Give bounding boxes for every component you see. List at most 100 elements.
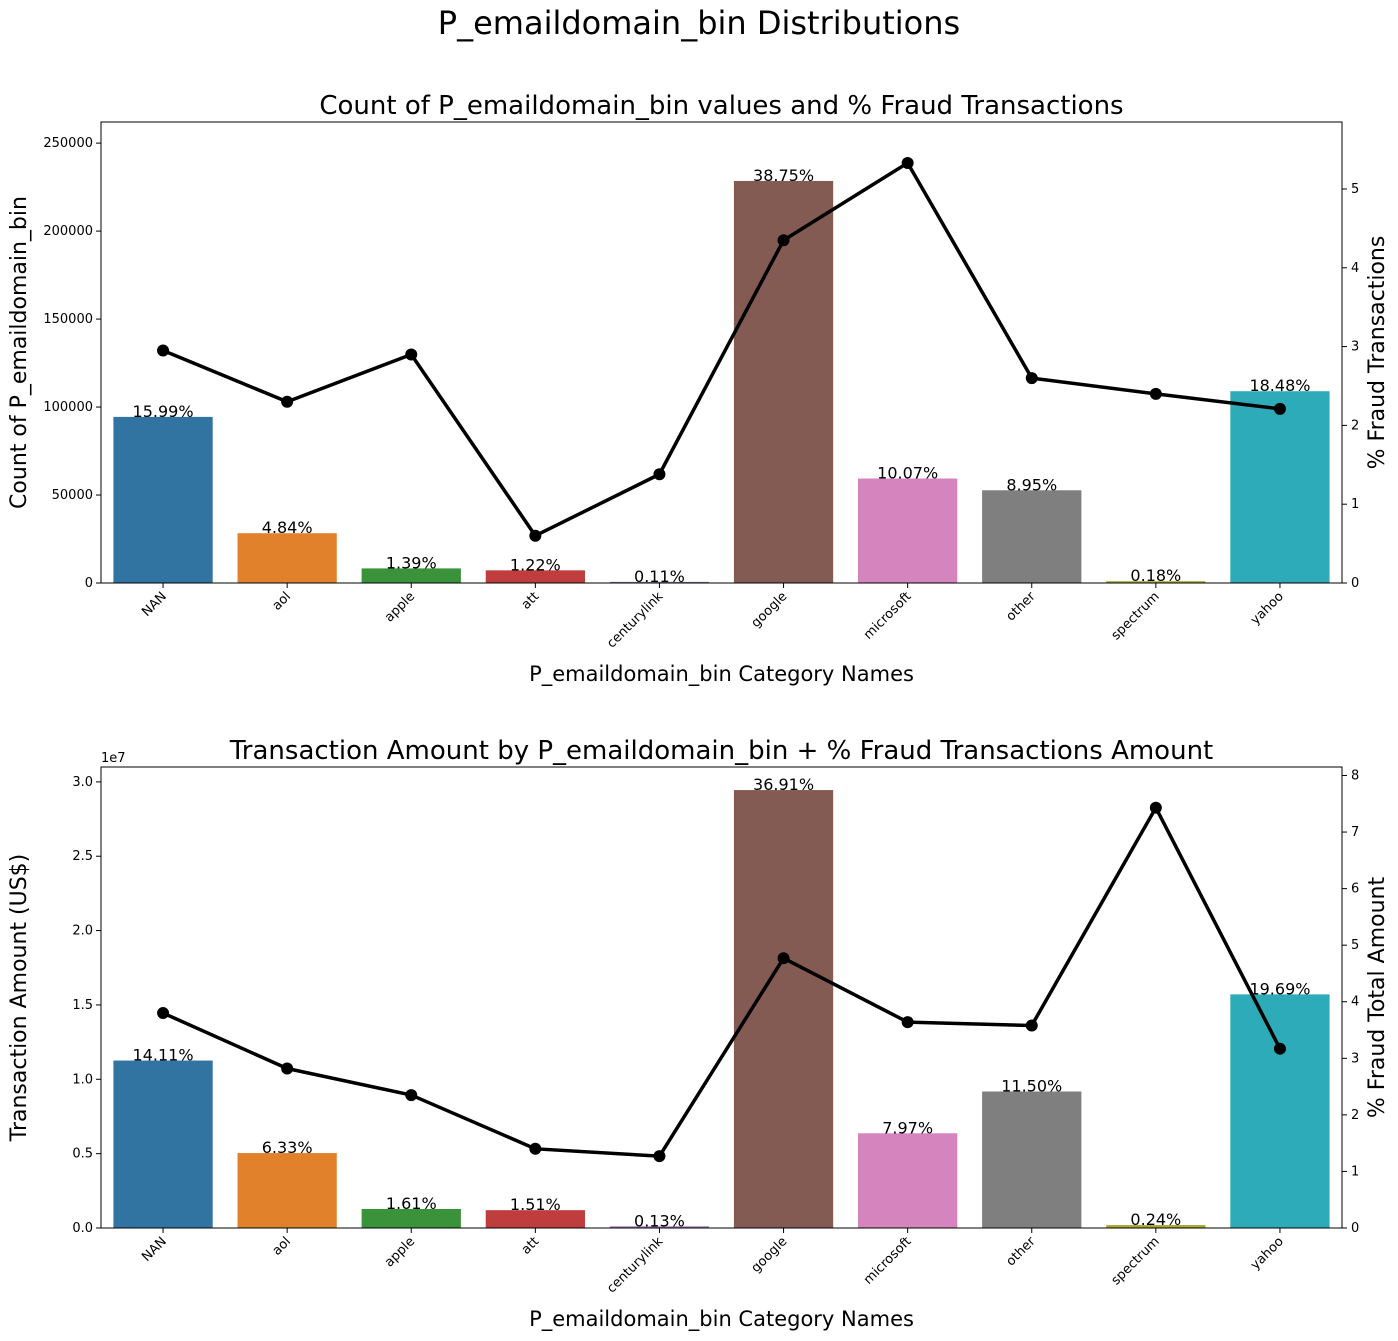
y-tick-label: 3.0 (72, 775, 93, 790)
y2-tick-label: 7 (1351, 825, 1359, 840)
x-tick-label: other (1003, 1234, 1039, 1270)
x-axis-label: P_emaildomain_bin Category Names (529, 1307, 914, 1332)
bar-label: 0.18% (1130, 566, 1181, 585)
fraud-pct-point (1025, 1019, 1038, 1032)
figure-suptitle: P_emaildomain_bin Distributions (437, 4, 961, 42)
y-tick-label: 1.5 (72, 998, 93, 1013)
bar-other (982, 490, 1082, 583)
y2-tick-label: 8 (1351, 768, 1359, 783)
x-tick-label: microsoft (861, 1234, 914, 1287)
axes-frame (100, 766, 1343, 1229)
bar-label: 0.13% (634, 1211, 685, 1230)
fraud-pct-point (901, 156, 914, 169)
bar-label: 19.69% (1249, 979, 1310, 998)
x-tick-label: spectrum (1109, 1234, 1163, 1288)
fraud-pct-point (529, 529, 542, 542)
y2-tick-label: 0 (1351, 576, 1359, 591)
y-tick-label: 250000 (43, 136, 93, 151)
y-tick-label: 0 (85, 576, 93, 591)
bar-aol (237, 533, 337, 583)
fraud-pct-line (162, 805, 1282, 1158)
bar-centurylink (609, 1226, 710, 1228)
fraud-pct-point (281, 1062, 294, 1075)
fraud-pct-point (157, 344, 170, 357)
y-offset-label: 1e7 (101, 751, 126, 766)
y-axis-label: Transaction Amount (US$) (7, 854, 32, 1143)
y2-tick-label: 3 (1351, 340, 1359, 355)
bar-label: 4.84% (262, 518, 313, 537)
bar-centurylink (609, 581, 710, 583)
bar-google (733, 790, 834, 1228)
fraud-pct-point (1273, 402, 1286, 415)
bar-label: 38.75% (753, 166, 814, 185)
bar-label: 8.95% (1006, 475, 1057, 494)
bar-spectrum (1106, 581, 1206, 583)
y2-tick-label: 2 (1351, 1108, 1359, 1123)
y-tick-label: 1.0 (72, 1072, 93, 1087)
y-axis-label: Count of P_emaildomain_bin (7, 196, 32, 509)
y2-tick-label: 2 (1351, 418, 1359, 433)
y2-tick-label: 4 (1351, 261, 1359, 276)
x-tick-label: NAN (139, 1234, 170, 1265)
y-tick-label: 100000 (43, 400, 93, 415)
fraud-pct-point (901, 1016, 914, 1029)
bar-spectrum (1106, 1225, 1206, 1228)
fraud-pct-point (1149, 387, 1162, 400)
bar-yahoo (1230, 391, 1330, 583)
x-tick-label: centurylink (604, 1234, 666, 1296)
fraud-pct-point (653, 468, 666, 481)
y-tick-label: 0.0 (72, 1221, 93, 1236)
bar-yahoo (1230, 994, 1330, 1228)
bar-label: 0.11% (634, 567, 685, 586)
fraud-pct-line (162, 161, 1281, 538)
bar-google (733, 180, 834, 584)
fraud-pct-point (777, 952, 790, 965)
bar-NAN (113, 416, 213, 583)
y2-tick-label: 4 (1351, 995, 1359, 1010)
y-tick-label: 200000 (43, 224, 93, 239)
bar-att (485, 1210, 585, 1228)
chart-title: Count of P_emaildomain_bin values and % … (319, 91, 1123, 121)
y2-tick-label: 3 (1351, 1051, 1359, 1066)
bar-label: 1.39% (386, 553, 437, 572)
bar-label: 18.48% (1249, 376, 1310, 395)
bar-microsoft (858, 478, 958, 583)
y-tick-label: 150000 (43, 312, 93, 327)
bar-label: 14.11% (133, 1046, 194, 1065)
y-tick-label: 2.5 (72, 849, 93, 864)
fraud-pct-point (777, 234, 790, 247)
fraud-pct-point (405, 1089, 418, 1102)
y-tick-label: 0.5 (72, 1147, 93, 1162)
fraud-pct-point (529, 1142, 542, 1155)
bar-label: 10.07% (877, 463, 938, 482)
bar-label: 36.91% (753, 775, 814, 794)
axes-frame (100, 121, 1343, 584)
bar-label: 6.33% (262, 1138, 313, 1157)
fraud-pct-point (157, 1007, 170, 1020)
y2-tick-label: 1 (1351, 497, 1359, 512)
y-tick-label: 50000 (52, 488, 93, 503)
y2-axis-label: % Fraud Transactions (1365, 236, 1390, 470)
y-tick-label: 2.0 (72, 924, 93, 939)
fraud-pct-point (1149, 801, 1162, 814)
bar-label: 1.61% (386, 1194, 437, 1213)
count-chart: Count of P_emaildomain_bin values and % … (7, 91, 1390, 687)
bar-label: 7.97% (882, 1118, 933, 1137)
x-tick-label: aol (270, 1234, 294, 1258)
bar-label: 15.99% (133, 402, 194, 421)
bar-att (485, 570, 585, 583)
x-tick-label: google (749, 1234, 791, 1276)
bar-label: 11.50% (1001, 1076, 1062, 1095)
bar-other (982, 1091, 1082, 1228)
y2-tick-label: 5 (1351, 182, 1359, 197)
fraud-pct-point (281, 395, 294, 408)
bar-label: 1.51% (510, 1195, 561, 1214)
bar-aol (237, 1153, 337, 1228)
bar-apple (361, 568, 461, 583)
bar-NAN (113, 1060, 213, 1228)
x-axis-label: P_emaildomain_bin Category Names (529, 662, 914, 687)
y2-tick-label: 0 (1351, 1221, 1359, 1236)
bar-microsoft (858, 1133, 958, 1228)
